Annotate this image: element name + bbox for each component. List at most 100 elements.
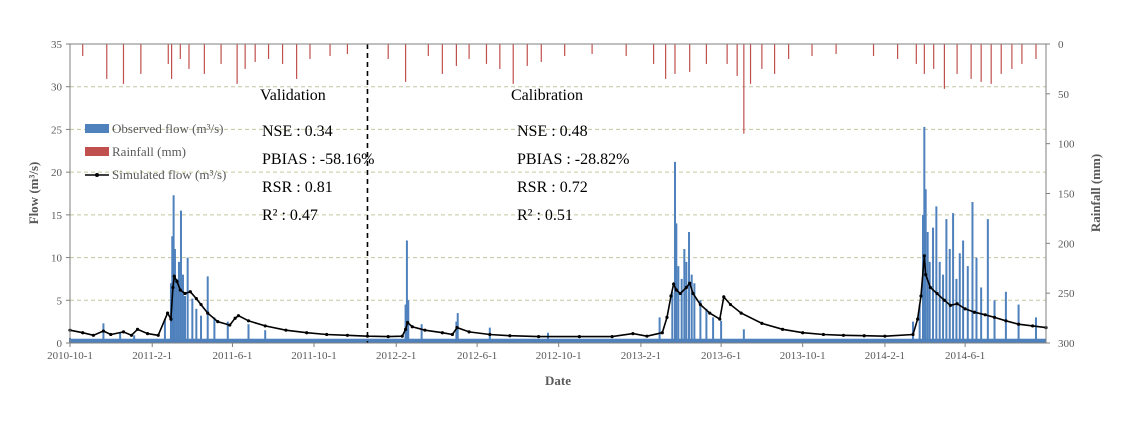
legend-label-rainfall: Rainfall (mm) (112, 144, 186, 159)
simulated-flow-point (942, 298, 946, 302)
simulated-flow-point (928, 285, 932, 290)
simulated-flow-point (183, 291, 187, 296)
simulated-flow-point (992, 315, 997, 319)
simulated-flow-point (169, 317, 173, 321)
simulated-flow-point (801, 331, 805, 335)
simulated-flow-point (669, 294, 673, 298)
simulated-flow-point (101, 329, 106, 333)
simulated-flow-point (537, 334, 541, 339)
x-tick-label: 2014-2-1 (865, 350, 905, 362)
simulated-flow-point (228, 323, 232, 327)
simulated-flow-point (467, 330, 471, 334)
simulated-flow-point (1016, 322, 1021, 326)
simulated-flow-point (922, 254, 926, 258)
simulated-flow-point (684, 285, 688, 290)
y2-tick-label: 0 (1058, 39, 1064, 51)
simulated-flow-point (983, 313, 987, 317)
simulated-flow-point (610, 334, 614, 339)
y2-axis-title: Rainfall (mm) (1088, 154, 1103, 232)
observed-flow-baseflow (70, 338, 1046, 343)
simulated-flow-point (216, 320, 220, 324)
simulated-flow-point (81, 331, 85, 335)
simulated-flow-point (172, 274, 176, 278)
simulated-flow-point (386, 334, 390, 339)
y-tick-label: 10 (51, 253, 63, 265)
simulated-flow-point (728, 302, 733, 307)
simulated-flow-point (781, 327, 785, 331)
simulated-flow-point (233, 316, 237, 320)
y-tick-label: 15 (51, 210, 63, 222)
x-tick-label: 2012-6-1 (457, 350, 497, 362)
simulated-flow-point (488, 332, 492, 337)
x-tick-label: 2013-10-1 (780, 350, 826, 362)
axes (66, 43, 1050, 347)
y2-tick-label: 100 (1058, 139, 1075, 151)
validation-title: Validation (260, 87, 326, 104)
simulated-flow-point (135, 327, 140, 331)
simulated-flow-point (691, 291, 695, 296)
simulated-flow-point (284, 328, 288, 332)
legend-label-observed: Observed flow (m³/s) (112, 121, 223, 136)
calibration-stats: Calibration NSE : 0.48 PBIAS : -28.82% R… (511, 87, 629, 224)
calibration-nse: NSE : 0.48 (517, 123, 588, 140)
tick-labels: 0 5 10 15 20 25 30 35 0 50 100 150 200 250 300 2010-10-… (47, 39, 1075, 362)
y-tick-label: 20 (51, 167, 63, 179)
simulated-flow-point (1031, 324, 1035, 328)
validation-nse: NSE : 0.34 (262, 123, 333, 140)
simulated-flow-point (178, 288, 182, 292)
observed-flow-bars (69, 126, 1046, 343)
simulated-flow-line (68, 254, 1048, 339)
simulated-flow-point (708, 311, 712, 315)
simulated-flow-point (410, 325, 414, 329)
legend-swatch-rainfall (85, 147, 109, 156)
simulated-flow-point (674, 288, 678, 292)
simulated-flow-point (263, 324, 267, 328)
simulated-flow-point (199, 302, 203, 307)
simulated-flow-point (631, 332, 635, 336)
y-tick-label: 35 (51, 39, 63, 51)
simulated-flow-point (1004, 319, 1008, 323)
simulated-flow-point (645, 334, 649, 338)
y-tick-label: 0 (57, 338, 63, 350)
simulated-flow-point (678, 291, 682, 296)
simulated-flow-point (688, 281, 692, 285)
legend-label-simulated: Simulated flow (m³/s) (112, 167, 226, 182)
y-tick-label: 5 (57, 295, 63, 307)
simulated-flow-point (91, 333, 95, 337)
simulated-flow-point (739, 311, 743, 315)
simulated-flow-point (760, 321, 764, 325)
simulated-flow-point (963, 307, 967, 311)
simulated-flow-point (145, 332, 150, 336)
simulated-flow-point (109, 332, 113, 337)
simulated-flow-point (175, 279, 179, 284)
validation-pbias: PBIAS : -58.16% (262, 151, 374, 168)
simulated-flow-point (121, 330, 126, 334)
simulated-flow-point (423, 328, 427, 332)
y-tick-label: 30 (51, 82, 63, 94)
validation-stats: Validation NSE : 0.34 PBIAS : -58.16% RS… (260, 87, 374, 224)
x-tick-label: 2011-2-1 (132, 350, 172, 362)
legend-swatch-observed (85, 124, 109, 133)
x-tick-label: 2014-6-1 (945, 350, 985, 362)
x-tick-label: 2011-6-1 (212, 350, 252, 362)
simulated-flow-point (883, 334, 887, 338)
simulated-flow-point (508, 334, 512, 338)
simulated-flow-point (171, 285, 175, 290)
simulated-flow-point (672, 282, 676, 286)
simulated-flow-point (821, 332, 825, 337)
x-tick-label: 2010-10-1 (47, 350, 93, 362)
simulated-flow-point (450, 332, 454, 337)
simulated-flow-point (919, 294, 923, 298)
simulated-flow-point (166, 311, 170, 315)
simulated-flow-point (722, 295, 726, 299)
simulated-flow-point (972, 310, 977, 314)
simulated-flow-point (935, 291, 939, 296)
y-tick-label: 25 (51, 124, 63, 136)
x-tick-label: 2013-2-1 (621, 350, 661, 362)
rainfall-bars (82, 44, 1037, 134)
simulated-flow-point (911, 332, 915, 337)
x-tick-label: 2012-10-1 (536, 350, 582, 362)
simulated-flow-point (718, 317, 722, 321)
simulated-flow-point (665, 315, 669, 319)
